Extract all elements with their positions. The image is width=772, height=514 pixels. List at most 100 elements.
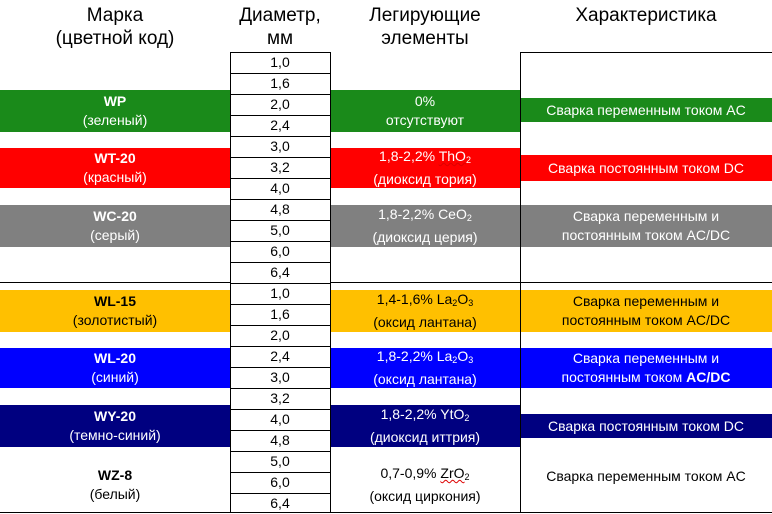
alloy-percent: 1,8-2,2% bbox=[380, 406, 437, 422]
characteristic-line1: Сварка переменным и bbox=[572, 350, 720, 366]
alloy-cell-wy20: 1,8-2,2% YtO2 (диоксид иттрия) bbox=[330, 405, 520, 447]
alloy-description: (диоксид иттрия) bbox=[369, 429, 481, 445]
diameter-cell: 1,0 bbox=[270, 285, 290, 301]
brand-code: WZ-8 bbox=[97, 467, 133, 483]
characteristic-text: Сварка переменным током AC bbox=[546, 467, 746, 484]
alloy-formula-line: 1,8-2,2% YtO2 bbox=[330, 405, 520, 428]
grid-line bbox=[0, 282, 230, 283]
brand-color-name: (синий) bbox=[91, 369, 139, 385]
alloy-description: (оксид лантана) bbox=[373, 371, 477, 387]
alloy-formula: La2O3 bbox=[437, 348, 474, 365]
brand-cell-wl20: WL-20 (синий) bbox=[0, 348, 230, 388]
diameter-cell: 2,4 bbox=[270, 348, 290, 364]
grid-line bbox=[230, 409, 330, 410]
diameter-cell: 4,8 bbox=[270, 432, 290, 448]
grid-line bbox=[230, 136, 330, 137]
diameter-cell: 3,2 bbox=[270, 159, 290, 175]
characteristic-emphasis: AC/DC bbox=[686, 369, 731, 385]
formula-text: ThO bbox=[438, 148, 466, 164]
alloy-cell-wl15: 1,4-1,6% La2O3 (оксид лантана) bbox=[330, 290, 520, 332]
header-diameter-line2: мм bbox=[266, 28, 294, 49]
diameter-cell: 4,0 bbox=[270, 180, 290, 196]
formula-text: CeO bbox=[438, 206, 467, 222]
brand-cell-wc20: WC-20 (серый) bbox=[0, 205, 230, 247]
grid-line bbox=[230, 283, 330, 284]
formula-subscript: 2 bbox=[452, 355, 458, 365]
brand-color-name: (золотистый) bbox=[72, 312, 158, 328]
grid-line bbox=[330, 282, 772, 283]
grid-line bbox=[230, 220, 330, 221]
brand-color-name: (белый) bbox=[89, 486, 141, 502]
header-brand-line2: (цветной код) bbox=[55, 28, 175, 49]
char-cell-wl20: Сварка переменным и постоянным током AC/… bbox=[520, 348, 772, 388]
grid-line bbox=[230, 430, 330, 431]
brand-code: WT-20 bbox=[94, 150, 136, 166]
alloy-description: (диоксид тория) bbox=[373, 171, 477, 187]
alloy-cell-wc20: 1,8-2,2% CeO2 (диоксид церия) bbox=[330, 205, 520, 247]
brand-color-name: (темно-синий) bbox=[69, 427, 161, 443]
header-characteristic-label: Характеристика bbox=[575, 5, 717, 26]
diameter-cell: 4,8 bbox=[270, 201, 290, 217]
diameter-cell: 1,0 bbox=[270, 54, 290, 70]
brand-cell-wl15: WL-15 (золотистый) bbox=[0, 290, 230, 332]
diameter-cell: 2,0 bbox=[270, 96, 290, 112]
characteristic-line1: Сварка переменным и bbox=[572, 208, 720, 224]
alloy-percent: 0% bbox=[414, 93, 436, 109]
diameter-cell: 4,0 bbox=[270, 411, 290, 427]
alloy-formula-line: 1,8-2,2% La2O3 bbox=[330, 347, 520, 370]
alloy-formula: ZrO2 bbox=[440, 465, 469, 482]
characteristic-text: Сварка постоянным током DC bbox=[548, 417, 744, 434]
alloy-formula-line: 0,7-0,9% ZrO2 bbox=[330, 464, 520, 487]
grid-line bbox=[230, 52, 231, 513]
alloy-formula: CeO2 bbox=[438, 206, 472, 223]
grid-line bbox=[230, 52, 330, 53]
characteristic-text: Сварка переменным током AC bbox=[546, 101, 746, 118]
formula-text: La bbox=[436, 291, 453, 307]
characteristic-line2: постоянным током AC/DC bbox=[561, 227, 731, 243]
diameter-cell: 1,6 bbox=[270, 75, 290, 91]
alloy-percent: 1,8-2,2% bbox=[376, 348, 433, 364]
characteristic-text: постоянным током bbox=[561, 369, 687, 385]
alloy-percent: 1,4-1,6% bbox=[376, 291, 433, 307]
diameter-cell: 5,0 bbox=[270, 222, 290, 238]
header-brand: Марка (цветной код) bbox=[0, 0, 230, 52]
alloy-percent: 0,7-0,9% bbox=[380, 465, 437, 481]
grid-line bbox=[230, 73, 330, 74]
formula-subscript: 2 bbox=[465, 155, 471, 165]
alloy-formula: La2O3 bbox=[436, 291, 474, 308]
formula-subscript: 3 bbox=[468, 298, 474, 308]
char-cell-wz8: Сварка переменным током AC bbox=[520, 461, 772, 491]
grid-line bbox=[230, 388, 330, 389]
header-alloy: Легирующие элементы bbox=[330, 0, 520, 52]
alloy-percent: 1,8-2,2% bbox=[379, 148, 436, 164]
grid-line bbox=[230, 94, 330, 95]
grid-line bbox=[230, 115, 330, 116]
characteristic-text: Сварка постоянным током DC bbox=[548, 159, 744, 176]
formula-subscript: 3 bbox=[468, 355, 474, 365]
alloy-formula: YtO2 bbox=[440, 406, 469, 423]
char-cell-wy20: Сварка постоянным током DC bbox=[520, 414, 772, 438]
formula-subscript: 2 bbox=[466, 213, 472, 223]
grid-line bbox=[230, 262, 330, 263]
brand-cell-wz8: WZ-8 (белый) bbox=[0, 461, 230, 509]
diameter-cell: 6,0 bbox=[270, 474, 290, 490]
header-alloy-line2: элементы bbox=[381, 28, 469, 49]
formula-text: ZrO bbox=[440, 465, 465, 481]
diameter-cell: 5,0 bbox=[270, 453, 290, 469]
diameter-cell: 6,4 bbox=[270, 495, 290, 511]
brand-code: WY-20 bbox=[93, 408, 136, 424]
brand-cell-wy20: WY-20 (темно-синий) bbox=[0, 405, 230, 447]
alloy-cell-wt20: 1,8-2,2% ThO2 (диоксид тория) bbox=[330, 148, 520, 188]
alloy-description: (оксид лантана) bbox=[373, 314, 477, 330]
brand-code: WC-20 bbox=[93, 208, 137, 224]
characteristic-line1: Сварка переменным и bbox=[572, 293, 720, 309]
grid-line bbox=[230, 451, 330, 452]
char-cell-wt20: Сварка постоянным током DC bbox=[520, 155, 772, 181]
grid-line bbox=[230, 367, 330, 368]
brand-code: WL-15 bbox=[94, 293, 136, 309]
characteristic-line2: постоянным током AC/DC bbox=[561, 312, 731, 328]
alloy-description: (диоксид церия) bbox=[372, 229, 478, 245]
grid-line bbox=[520, 52, 772, 53]
formula-text: O bbox=[457, 348, 469, 364]
header-brand-line1: Марка bbox=[86, 5, 144, 26]
